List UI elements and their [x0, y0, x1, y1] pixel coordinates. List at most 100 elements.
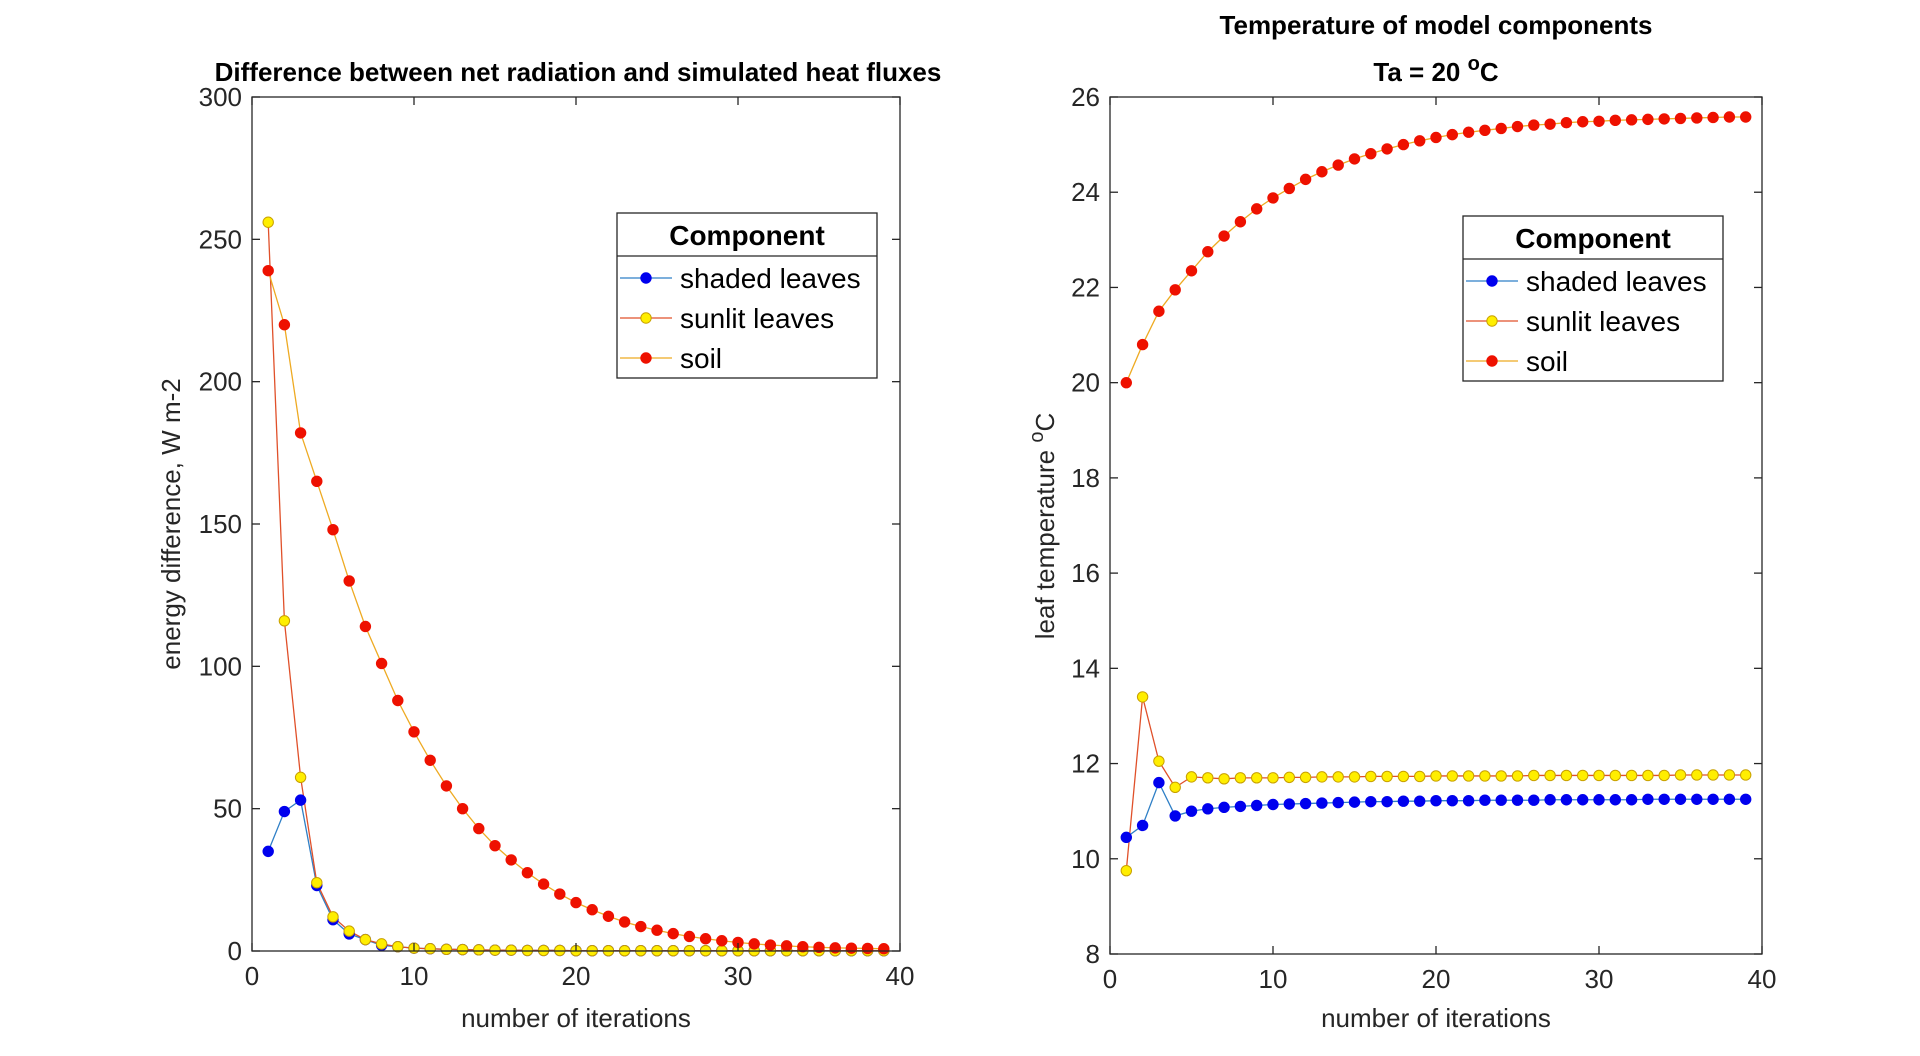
- legend-title: Component: [1515, 223, 1671, 254]
- data-point-sunlit-leaves: [1707, 769, 1719, 781]
- data-point-soil: [408, 726, 420, 738]
- x-tick-label: 20: [562, 961, 591, 991]
- chart-right: Temperature of model components Ta = 20 …: [1026, 10, 1776, 1033]
- data-point-soil: [1642, 113, 1654, 126]
- chart-right-ylabel-sup: o: [1026, 432, 1048, 443]
- data-point-shaded-leaves: [1495, 794, 1507, 806]
- data-point-soil: [1723, 111, 1736, 123]
- data-point-shaded-leaves: [1479, 794, 1491, 806]
- data-point-sunlit-leaves: [1169, 781, 1181, 794]
- data-point-shaded-leaves: [1185, 805, 1198, 817]
- data-point-soil: [424, 754, 436, 766]
- data-point-soil: [311, 475, 323, 487]
- data-point-sunlit-leaves: [1267, 772, 1279, 784]
- data-point-soil: [1577, 116, 1589, 128]
- data-point-soil: [1365, 147, 1377, 160]
- data-point-soil: [489, 839, 501, 852]
- data-point-sunlit-leaves: [1740, 769, 1752, 781]
- y-tick-label: 12: [1071, 749, 1100, 779]
- data-point-shaded-leaves: [1593, 794, 1605, 806]
- y-tick-label: 16: [1071, 558, 1100, 588]
- data-point-shaded-leaves: [1234, 800, 1247, 813]
- data-point-shaded-leaves: [1528, 794, 1540, 806]
- data-point-shaded-leaves: [1658, 793, 1670, 805]
- legend-entry-label: shaded leaves: [1526, 266, 1707, 297]
- y-tick-label: 200: [199, 367, 242, 397]
- data-point-sunlit-leaves: [489, 944, 501, 956]
- data-point-shaded-leaves: [1365, 795, 1377, 808]
- chart-right-ylabel-suffix: C: [1030, 413, 1060, 432]
- data-point-soil: [570, 896, 582, 909]
- data-point-soil: [845, 942, 858, 954]
- data-point-sunlit-leaves: [1430, 770, 1442, 782]
- data-point-soil: [1495, 122, 1507, 135]
- x-tick-label: 0: [1103, 964, 1117, 994]
- data-point-sunlit-leaves: [1136, 691, 1149, 703]
- data-point-shaded-leaves: [1267, 798, 1279, 811]
- data-point-soil: [861, 942, 874, 955]
- data-point-sunlit-leaves: [1283, 771, 1296, 784]
- chart-right-legend: Component shaded leaves sunlit leaves soil: [1462, 215, 1724, 382]
- legend-entry-label: soil: [680, 343, 722, 374]
- chart-left-legend: Component shaded leaves sunlit leaves soil: [616, 212, 878, 379]
- x-tick-label: 0: [245, 961, 259, 991]
- data-point-soil: [1707, 111, 1719, 124]
- data-point-shaded-leaves: [1740, 793, 1752, 805]
- y-tick-label: 300: [199, 82, 242, 112]
- x-tick-label: 30: [1585, 964, 1614, 994]
- data-point-soil: [537, 878, 550, 890]
- chart-right-subtitle: Ta = 20 oC: [1373, 53, 1498, 87]
- legend-box: [1462, 215, 1724, 382]
- legend-entry-label: shaded leaves: [680, 263, 861, 294]
- data-point-soil: [716, 935, 728, 947]
- chart-right-ticks: 0 10 20 30 40 8 10 12 14 16 18 20 22 24 26: [1071, 82, 1776, 994]
- data-point-soil: [294, 427, 307, 439]
- data-point-soil: [1202, 246, 1214, 258]
- data-point-sunlit-leaves: [1658, 769, 1670, 782]
- x-tick-label: 10: [400, 961, 429, 991]
- y-tick-label: 50: [213, 794, 242, 824]
- data-point-shaded-leaves: [1169, 810, 1181, 822]
- data-point-soil: [1593, 115, 1605, 127]
- data-point-shaded-leaves: [1283, 798, 1296, 810]
- data-point-soil: [1153, 305, 1165, 317]
- data-point-soil: [343, 575, 355, 587]
- data-point-soil: [1267, 192, 1279, 204]
- data-point-sunlit-leaves: [1544, 769, 1556, 782]
- data-point-sunlit-leaves: [473, 944, 485, 956]
- legend-title: Component: [669, 220, 825, 251]
- legend-marker: [1486, 355, 1498, 367]
- data-point-shaded-leaves: [278, 805, 291, 818]
- data-point-sunlit-leaves: [1560, 769, 1573, 782]
- legend-marker: [1486, 275, 1498, 287]
- legend-entry-label: soil: [1526, 346, 1568, 377]
- data-point-shaded-leaves: [1544, 794, 1556, 806]
- data-point-sunlit-leaves: [1120, 864, 1133, 877]
- data-point-soil: [586, 904, 598, 916]
- data-point-soil: [456, 802, 469, 815]
- legend-marker: [640, 312, 652, 324]
- data-point-sunlit-leaves: [424, 943, 436, 955]
- data-point-sunlit-leaves: [359, 933, 372, 946]
- data-point-soil: [327, 523, 339, 536]
- chart-right-subtitle-suffix: C: [1480, 57, 1499, 87]
- data-point-shaded-leaves: [1674, 793, 1687, 805]
- data-point-sunlit-leaves: [1202, 772, 1214, 784]
- data-point-soil: [440, 780, 453, 792]
- data-point-sunlit-leaves: [1365, 770, 1377, 783]
- data-point-soil: [1430, 131, 1442, 144]
- data-point-shaded-leaves: [1202, 803, 1214, 815]
- data-point-sunlit-leaves: [1446, 770, 1459, 782]
- legend-items: shaded leaves sunlit leaves soil: [1466, 266, 1707, 377]
- data-point-shaded-leaves: [1609, 794, 1622, 806]
- data-point-shaded-leaves: [1251, 799, 1263, 812]
- data-point-shaded-leaves: [1691, 793, 1703, 805]
- data-point-soil: [262, 264, 274, 277]
- y-tick-label: 20: [1071, 368, 1100, 398]
- data-point-soil: [1136, 338, 1149, 351]
- chart-left-ticks: 0 10 20 30 40 0 50 100 150 200 250 300: [199, 82, 915, 991]
- data-point-soil: [878, 943, 890, 955]
- data-point-sunlit-leaves: [375, 938, 388, 950]
- data-point-soil: [1462, 126, 1475, 138]
